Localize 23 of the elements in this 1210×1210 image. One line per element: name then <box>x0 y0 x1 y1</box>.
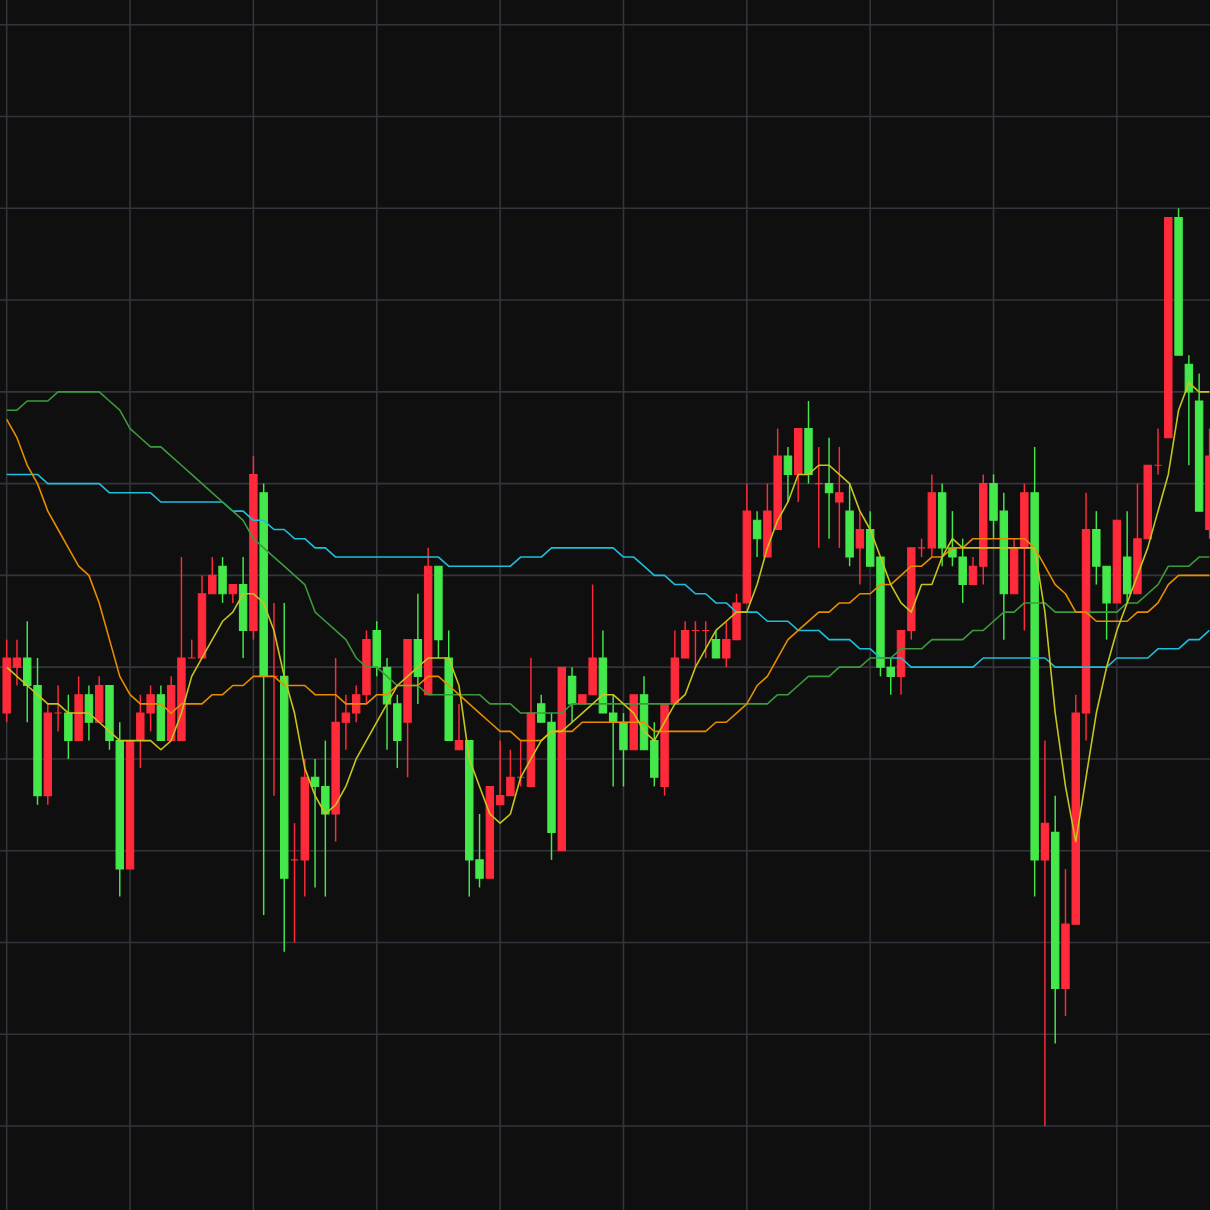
candlestick <box>1122 510 1132 604</box>
candlestick <box>156 684 166 742</box>
candlestick <box>74 675 83 742</box>
candlestick <box>619 712 628 788</box>
candlestick <box>413 593 423 705</box>
candlestick <box>783 446 793 503</box>
candlestick <box>824 437 834 540</box>
candlestick <box>711 629 721 659</box>
candlestick <box>835 446 844 549</box>
candlestick <box>64 693 73 760</box>
candlestick <box>804 400 813 485</box>
candlestick <box>218 556 227 604</box>
candlestick <box>1040 739 1050 1127</box>
candlestick <box>752 510 762 558</box>
candlestick <box>1009 537 1019 595</box>
candlestick <box>94 675 104 723</box>
candlestick <box>793 427 803 503</box>
candlestick <box>855 510 865 586</box>
candlestick <box>238 556 248 659</box>
candlestick <box>567 666 577 723</box>
candlestick <box>228 583 238 604</box>
candlestick <box>454 703 464 751</box>
candlestick <box>845 482 854 567</box>
